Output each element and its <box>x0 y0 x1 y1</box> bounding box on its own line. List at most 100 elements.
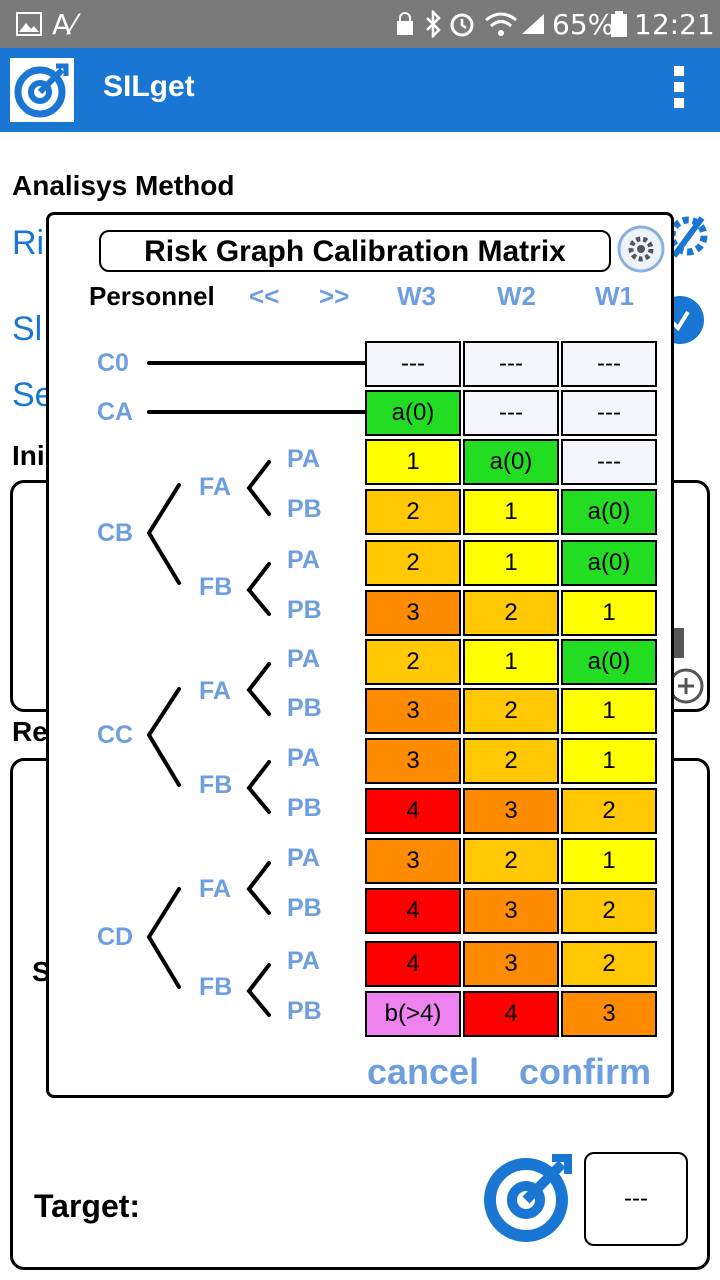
consequence-label-ca: CA <box>97 398 134 426</box>
matrix-cell[interactable]: 3 <box>365 738 461 784</box>
consequence-label-cc: CC <box>97 721 134 749</box>
matrix-cell[interactable]: 2 <box>561 941 657 987</box>
possibility-label-pb: PB <box>287 794 322 822</box>
matrix-cell[interactable]: 4 <box>463 991 559 1037</box>
image-icon <box>16 12 42 36</box>
matrix-cell[interactable]: 1 <box>561 688 657 734</box>
overflow-menu-icon[interactable] <box>668 66 690 116</box>
text-check-icon: A⁄ <box>52 8 76 41</box>
matrix-cell[interactable]: 1 <box>561 590 657 636</box>
possibility-label-pa: PA <box>287 645 320 673</box>
matrix-cell[interactable]: b(>4) <box>365 991 461 1037</box>
matrix-cell[interactable]: 1 <box>561 838 657 884</box>
target-button-icon[interactable] <box>482 1152 574 1244</box>
matrix-cell[interactable]: --- <box>365 341 461 387</box>
matrix-cell[interactable]: 2 <box>561 788 657 834</box>
prev-category-button[interactable]: << <box>249 281 280 311</box>
method-option-risk-graph[interactable]: Ri <box>12 224 45 262</box>
app-title: SILget <box>103 70 195 103</box>
matrix-cell[interactable]: --- <box>561 341 657 387</box>
frequency-label-fb: FB <box>199 573 233 601</box>
confirm-button[interactable]: confirm <box>519 1051 652 1092</box>
possibility-label-pa: PA <box>287 844 320 872</box>
result-section-title: Re <box>12 716 48 747</box>
target-label: Target: <box>34 1188 141 1224</box>
column-header-w3: W3 <box>397 281 436 311</box>
matrix-cell[interactable]: 1 <box>463 540 559 586</box>
wifi-icon <box>485 12 517 36</box>
possibility-label-pb: PB <box>287 894 322 922</box>
matrix-cell[interactable]: a(0) <box>463 439 559 485</box>
matrix-cell[interactable]: 1 <box>463 489 559 535</box>
dialog-title: Risk Graph Calibration Matrix <box>99 230 611 272</box>
possibility-label-pb: PB <box>287 997 322 1025</box>
possibility-label-pa: PA <box>287 947 320 975</box>
signal-icon <box>522 14 544 34</box>
matrix-cell[interactable]: 3 <box>365 838 461 884</box>
app-bar: SILget <box>0 48 720 132</box>
matrix-cell[interactable]: --- <box>463 341 559 387</box>
wrench-gear-icon[interactable] <box>664 204 710 266</box>
next-category-button[interactable]: >> <box>319 281 350 311</box>
matrix-cell[interactable]: 3 <box>463 941 559 987</box>
settings-gear-icon[interactable] <box>615 223 667 275</box>
consequence-label-c0: C0 <box>97 349 129 377</box>
target-value-field[interactable]: --- <box>584 1152 688 1246</box>
matrix-cell[interactable]: 4 <box>365 888 461 934</box>
matrix-cell[interactable]: 3 <box>463 788 559 834</box>
consequence-label-cd: CD <box>97 923 134 951</box>
alarm-icon <box>450 13 474 37</box>
frequency-label-fa: FA <box>199 875 231 903</box>
possibility-label-pb: PB <box>287 495 322 523</box>
possibility-label-pa: PA <box>287 546 320 574</box>
target-icon <box>14 63 69 118</box>
matrix-cell[interactable]: 3 <box>463 888 559 934</box>
possibility-label-pb: PB <box>287 694 322 722</box>
matrix-cell[interactable]: a(0) <box>365 390 461 436</box>
possibility-label-pa: PA <box>287 445 320 473</box>
cancel-button[interactable]: cancel <box>367 1051 480 1092</box>
possibility-label-pb: PB <box>287 596 322 624</box>
matrix-cell[interactable]: --- <box>561 390 657 436</box>
initial-section-title: Ini <box>12 440 45 471</box>
matrix-cell[interactable]: --- <box>463 390 559 436</box>
matrix-cell[interactable]: 1 <box>463 639 559 685</box>
column-header-w1: W1 <box>595 281 634 311</box>
matrix-cell[interactable]: 3 <box>561 991 657 1037</box>
matrix-cell[interactable]: 3 <box>365 688 461 734</box>
lock-icon <box>397 12 413 35</box>
matrix-cell[interactable]: 2 <box>365 639 461 685</box>
matrix-cell[interactable]: 2 <box>463 590 559 636</box>
battery-percentage: 65% <box>552 8 615 41</box>
possibility-label-pa: PA <box>287 744 320 772</box>
bluetooth-icon <box>426 10 441 38</box>
frequency-label-fb: FB <box>199 973 233 1001</box>
matrix-cell[interactable]: 3 <box>365 590 461 636</box>
matrix-cell[interactable]: --- <box>561 439 657 485</box>
matrix-cell[interactable]: 2 <box>365 489 461 535</box>
matrix-cell[interactable]: 1 <box>561 738 657 784</box>
matrix-cell[interactable]: 2 <box>463 838 559 884</box>
consequence-label-cb: CB <box>97 519 134 547</box>
matrix-cell[interactable]: 2 <box>463 738 559 784</box>
battery-icon <box>611 11 627 37</box>
frequency-label-fb: FB <box>199 771 233 799</box>
method-option-sil[interactable]: Sl <box>12 310 43 348</box>
analysis-method-title: Analisys Method <box>12 170 235 201</box>
matrix-cell[interactable]: 2 <box>463 688 559 734</box>
matrix-cell[interactable]: 1 <box>365 439 461 485</box>
category-label: Personnel <box>89 281 215 311</box>
matrix-cell[interactable]: 4 <box>365 788 461 834</box>
column-header-w2: W2 <box>497 281 536 311</box>
matrix-cell[interactable]: 2 <box>365 540 461 586</box>
frequency-label-fa: FA <box>199 473 231 501</box>
status-bar: A⁄ 65% 12:21 <box>0 0 720 48</box>
matrix-cell[interactable]: a(0) <box>561 489 657 535</box>
app-logo <box>10 58 74 122</box>
calibration-matrix-dialog: Risk Graph Calibration Matrix Personnel … <box>46 212 674 1098</box>
risk-graph-tree <box>146 361 369 1017</box>
matrix-cell[interactable]: 2 <box>561 888 657 934</box>
matrix-cell[interactable]: a(0) <box>561 639 657 685</box>
matrix-cell[interactable]: 4 <box>365 941 461 987</box>
matrix-cell[interactable]: a(0) <box>561 540 657 586</box>
